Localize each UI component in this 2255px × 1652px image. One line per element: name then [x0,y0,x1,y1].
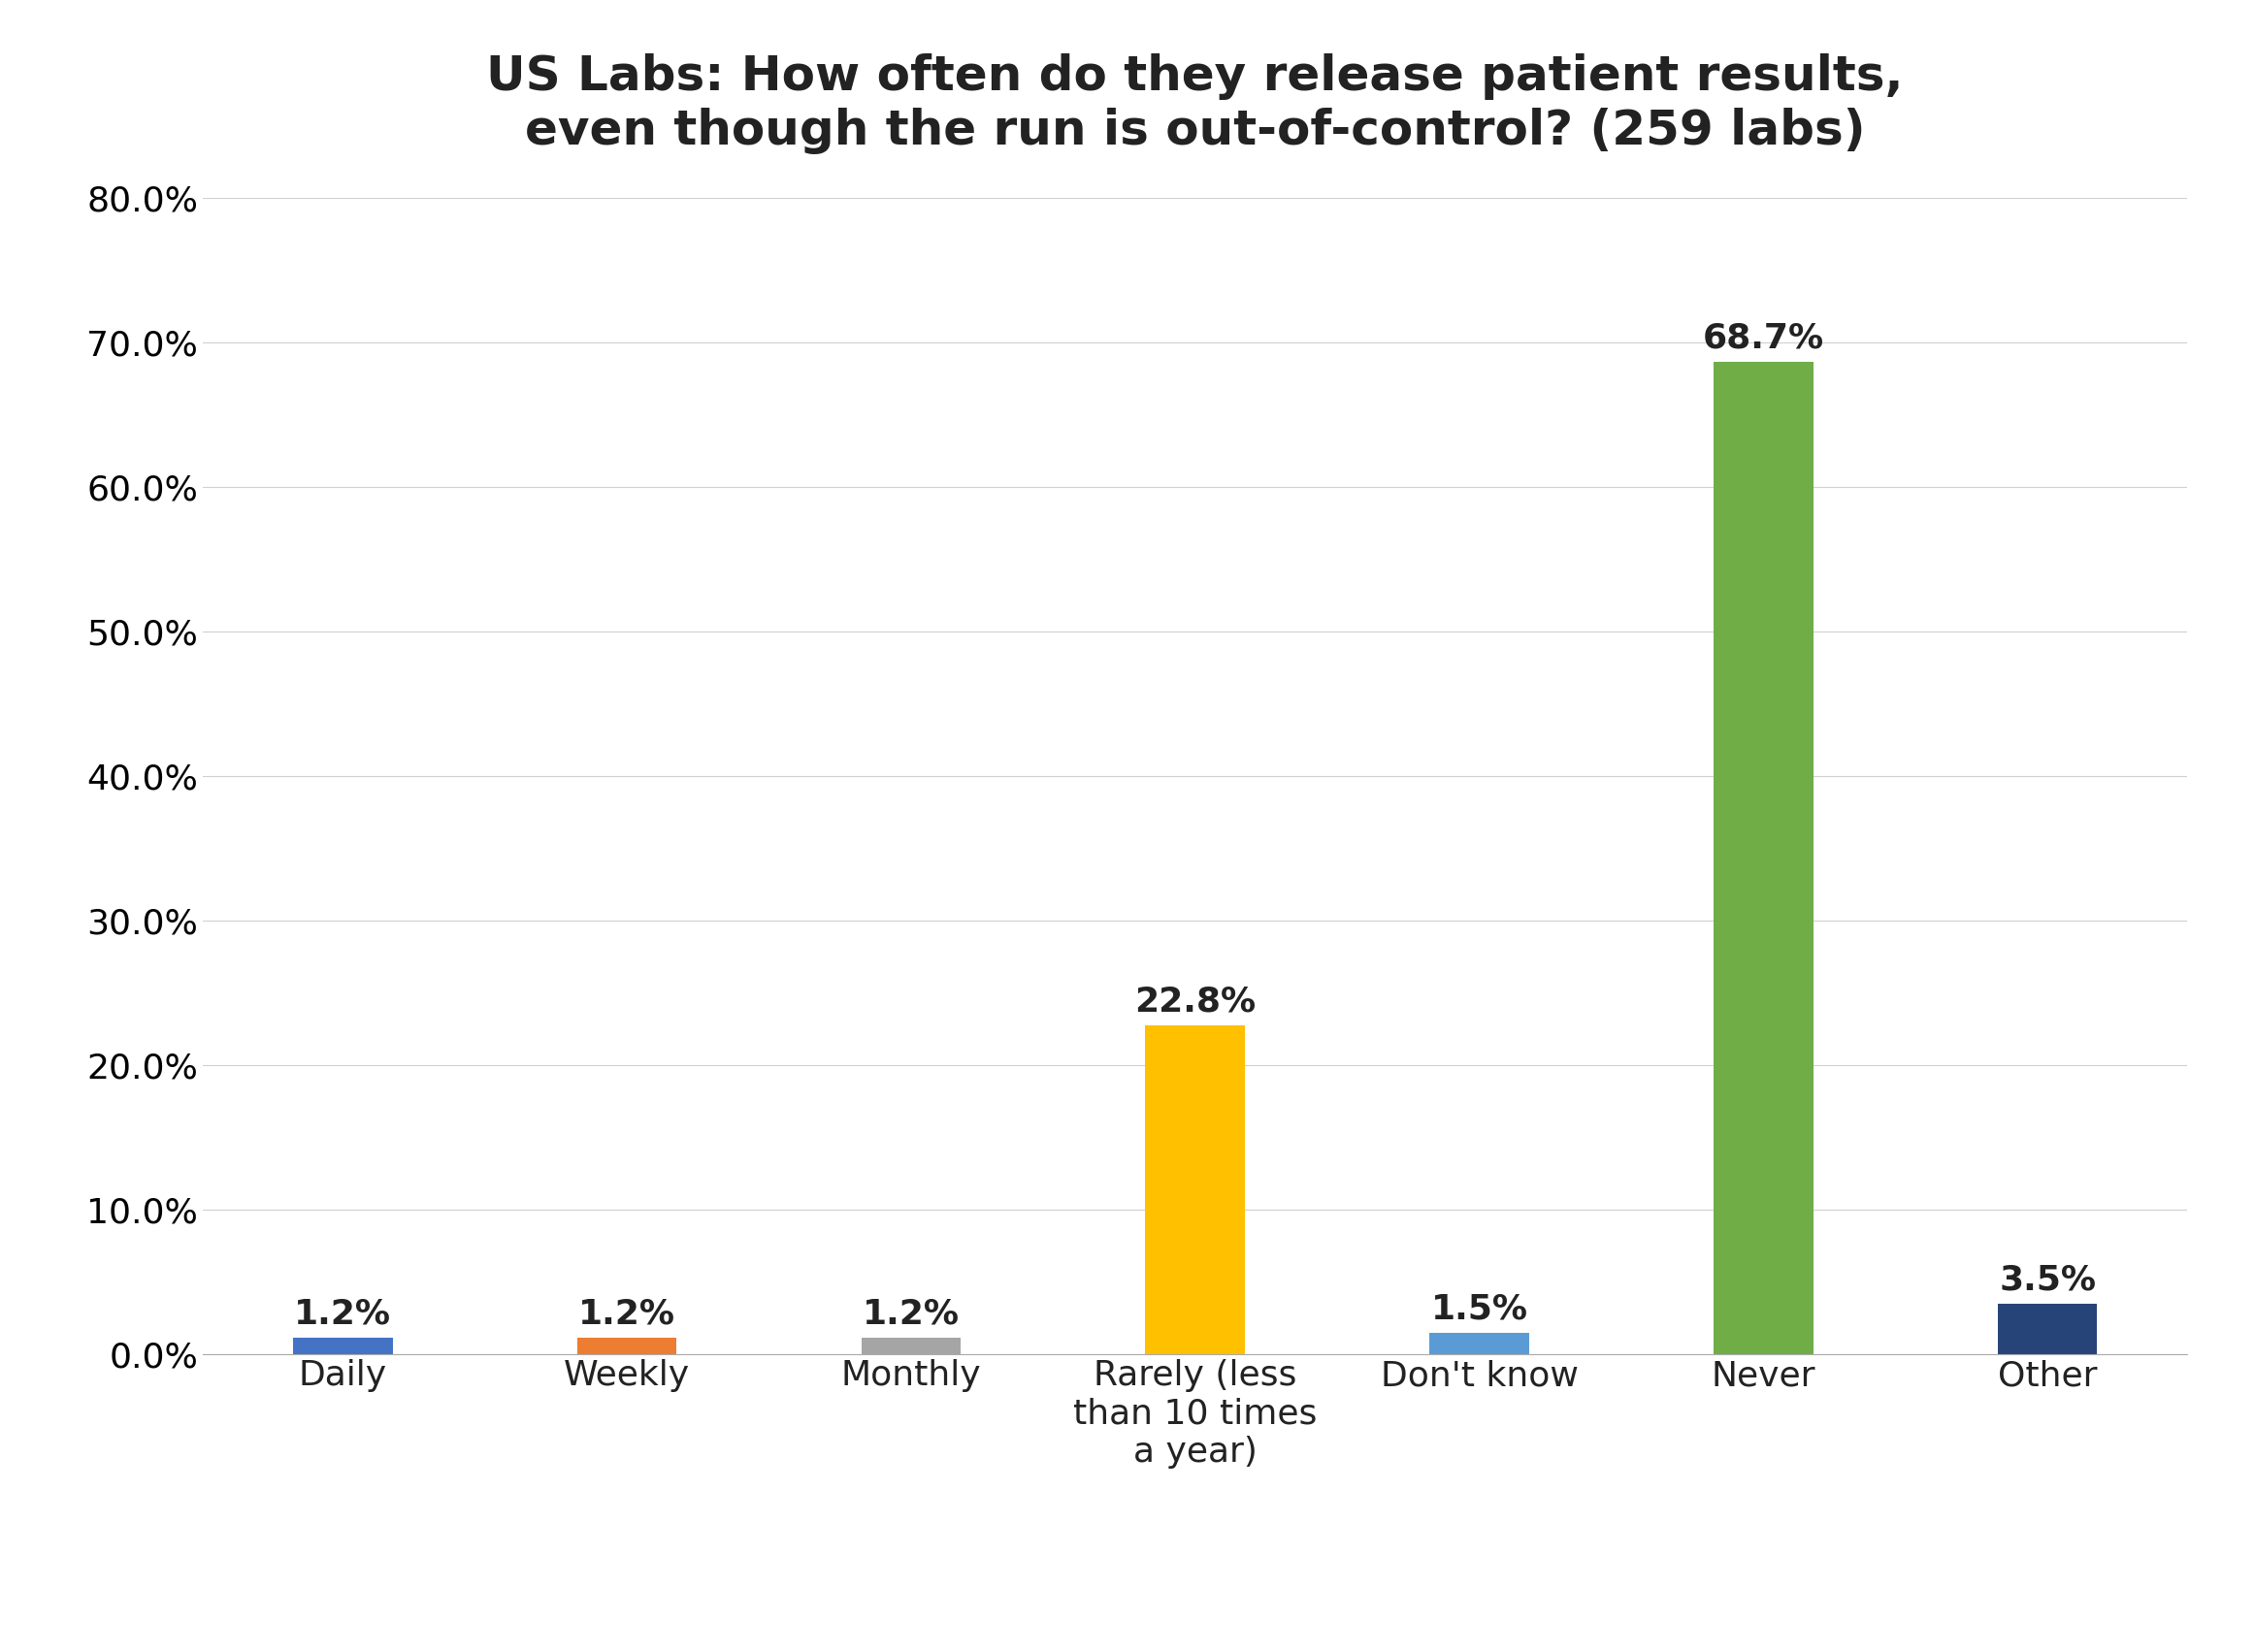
Text: 1.2%: 1.2% [864,1297,961,1330]
Bar [1998,1303,2097,1355]
Title: US Labs: How often do they release patient results,
even though the run is out-o: US Labs: How often do they release patie… [487,53,1903,154]
Text: 68.7%: 68.7% [1703,322,1824,354]
Bar [577,1336,676,1355]
Text: 3.5%: 3.5% [1998,1264,2095,1297]
Text: 22.8%: 22.8% [1134,985,1256,1018]
Text: 1.2%: 1.2% [580,1297,676,1330]
Bar [293,1336,392,1355]
Text: 1.5%: 1.5% [1430,1294,1527,1325]
Text: 1.2%: 1.2% [295,1297,392,1330]
Bar [1714,362,1813,1355]
Bar [1430,1333,1529,1355]
Bar [1146,1024,1245,1355]
Bar [861,1336,961,1355]
